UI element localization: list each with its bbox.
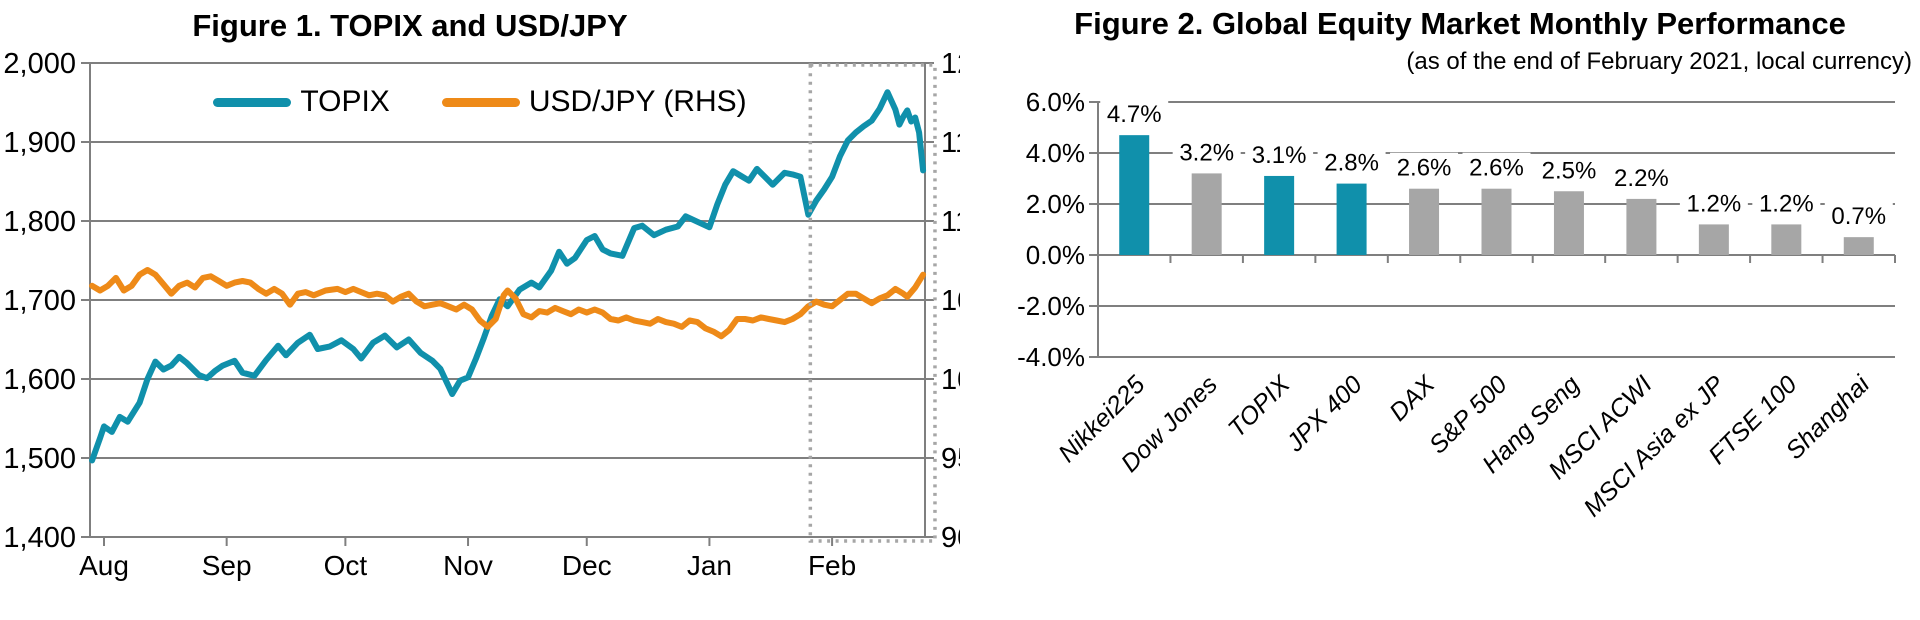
data-label-backing — [1752, 188, 1821, 217]
figure1-chart: 2,000 120 1,900 115 1,800 110 1,700 105 1,600 100… — [3, 48, 960, 581]
bar-data-label: 2.6% — [1397, 155, 1452, 182]
y-axis-label: 0.0% — [1026, 240, 1085, 270]
category-label: DAX — [1384, 370, 1441, 427]
left-axis-label: 1,900 — [3, 127, 76, 159]
y-axis-label: 2.0% — [1026, 189, 1085, 219]
bar-dow-jones — [1191, 173, 1222, 255]
right-axis-label: 100 — [941, 364, 960, 396]
bar-nikkei225 — [1119, 135, 1150, 255]
legend-item-usdjpy: USD/JPY (RHS) — [441, 85, 747, 119]
bar-data-label: 4.7% — [1107, 101, 1162, 128]
figure2-chart: 6.0%4.0%2.0%0.0%-2.0%-4.0%4.7%Nikkei2253… — [1017, 87, 1896, 522]
data-label-backing — [1100, 99, 1169, 128]
data-label-backing — [1245, 139, 1314, 168]
bar-hang-seng — [1553, 191, 1584, 255]
x-axis-month-label: Sep — [202, 550, 252, 581]
x-axis-month-label: Jan — [687, 550, 732, 581]
bar-data-label: 3.2% — [1179, 139, 1234, 166]
category-label: JPX 400 — [1280, 370, 1367, 457]
legend-item-topix: TOPIX — [213, 85, 390, 119]
bar-data-label: 2.2% — [1614, 165, 1669, 192]
bar-data-label: 1.2% — [1759, 190, 1814, 217]
data-label-backing — [1824, 201, 1893, 230]
right-axis-label: 95 — [941, 443, 960, 475]
bar-data-label: 2.5% — [1542, 157, 1597, 184]
bar-data-label: 3.1% — [1252, 142, 1307, 169]
x-axis-month-label: Oct — [324, 550, 368, 581]
bar-data-label: 2.6% — [1469, 155, 1524, 182]
right-axis-label: 120 — [941, 48, 960, 80]
topix-line-swatch — [213, 97, 292, 107]
left-axis-label: 1,500 — [3, 443, 76, 475]
bar-msci-asia-ex-jp — [1698, 224, 1729, 255]
left-axis-label: 1,600 — [3, 364, 76, 396]
usdjpy-line-swatch — [441, 97, 520, 107]
topix-line — [89, 89, 927, 464]
figure1-title: Figure 1. TOPIX and USD/JPY — [192, 8, 628, 43]
figure1-legend: TOPIX USD/JPY (RHS) — [90, 85, 870, 119]
y-axis-label: -4.0% — [1017, 342, 1085, 372]
bar-data-label: 1.2% — [1687, 190, 1742, 217]
left-axis-label: 1,400 — [3, 522, 76, 554]
y-axis-label: -2.0% — [1017, 291, 1085, 321]
x-axis-month-label: Dec — [562, 550, 612, 581]
data-label-backing — [1317, 147, 1386, 176]
legend-label-usdjpy: USD/JPY (RHS) — [528, 85, 747, 118]
bar-data-label: 0.7% — [1831, 203, 1886, 230]
usdjpy-line — [89, 267, 927, 340]
data-label-backing — [1390, 152, 1459, 181]
bar-ftse-100 — [1771, 224, 1802, 255]
figure2-title: Figure 2. Global Equity Market Monthly P… — [1074, 6, 1846, 41]
data-label-backing — [1679, 188, 1748, 217]
bar-jpx-400 — [1336, 183, 1367, 255]
bar-shanghai — [1843, 237, 1874, 255]
bar-msci-acwi — [1626, 198, 1657, 255]
left-axis-label: 1,700 — [3, 285, 76, 317]
right-axis-label: 90 — [941, 522, 960, 554]
february-highlight-box — [808, 63, 937, 543]
bar-s-p-500 — [1481, 188, 1512, 255]
x-axis-month-label: Nov — [443, 550, 493, 581]
left-axis-label: 1,800 — [3, 206, 76, 238]
y-axis-label: 4.0% — [1026, 138, 1085, 168]
left-axis-label: 2,000 — [3, 48, 76, 80]
data-label-backing — [1172, 137, 1241, 166]
x-axis-month-label: Feb — [808, 550, 856, 581]
x-axis-month-label: Aug — [79, 550, 129, 581]
bar-data-label: 2.8% — [1324, 150, 1379, 177]
figure2-subtitle: (as of the end of February 2021, local c… — [1406, 48, 1912, 75]
data-label-backing — [1607, 162, 1676, 191]
right-axis-label: 110 — [941, 206, 960, 238]
right-axis-label: 115 — [941, 127, 960, 159]
bar-topix — [1264, 175, 1295, 255]
legend-label-topix: TOPIX — [300, 85, 390, 118]
right-axis-label: 105 — [941, 285, 960, 317]
y-axis-label: 6.0% — [1026, 87, 1085, 117]
bar-dax — [1409, 188, 1440, 255]
data-label-backing — [1462, 152, 1531, 181]
data-label-backing — [1534, 155, 1603, 184]
